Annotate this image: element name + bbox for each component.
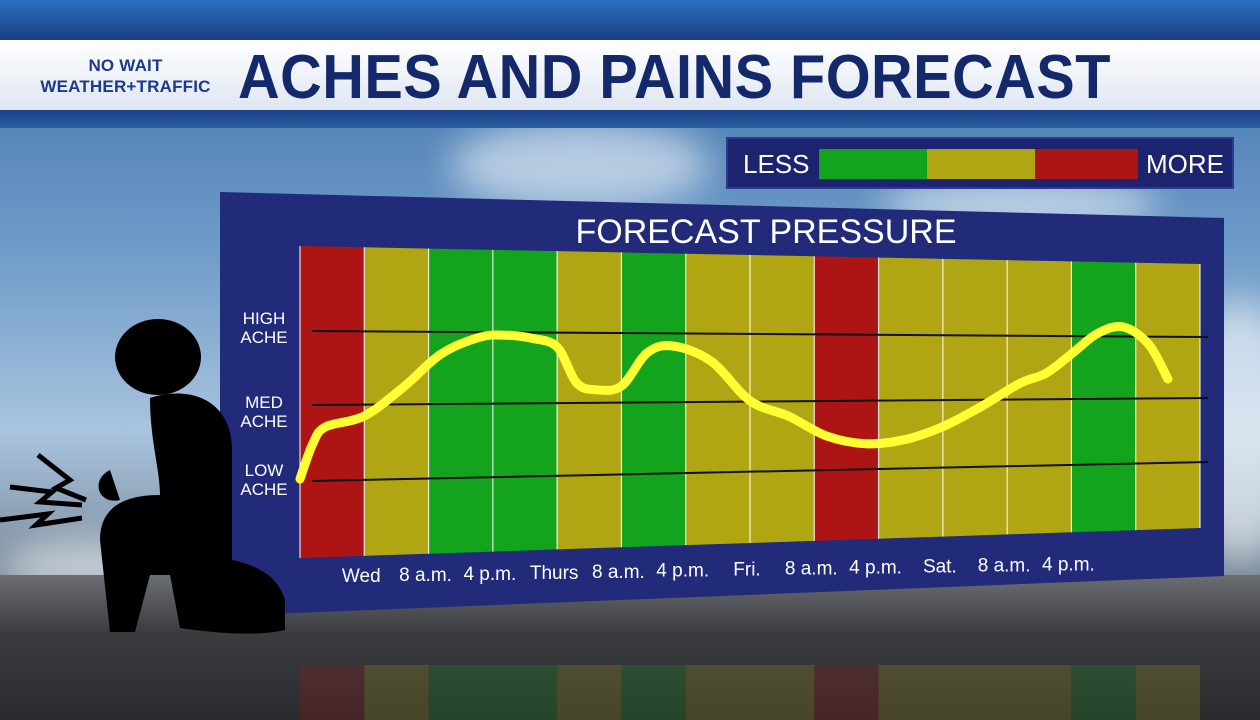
band-reflection (814, 665, 879, 720)
x-tick-label: 8 a.m. (592, 562, 645, 583)
title-bar (0, 40, 1260, 110)
band-reflection (685, 665, 750, 720)
pressure-band (492, 249, 558, 552)
y-axis-label: ACHE (240, 328, 287, 347)
color-legend: LESS MORE (726, 137, 1234, 189)
band-reflection (492, 665, 558, 720)
top-band (0, 0, 1260, 40)
x-tick-label: 4 p.m. (849, 558, 902, 579)
x-tick-label: 4 p.m. (463, 564, 516, 585)
station-logo: NO WAIT WEATHER+TRAFFIC (18, 55, 233, 97)
legend-more-label: MORE (1146, 149, 1224, 179)
x-tick-label: Fri. (733, 560, 760, 581)
band-reflection (1135, 665, 1200, 720)
brand-line-1: NO WAIT (88, 56, 163, 75)
band-reflection (557, 665, 622, 720)
cloud (450, 120, 710, 210)
level-gridline (311, 330, 1209, 338)
legend-swatch-less (819, 149, 927, 179)
pressure-band (364, 247, 429, 556)
page-title: ACHES AND PAINS FORECAST (238, 43, 1111, 112)
pressure-series-line (295, 321, 1173, 484)
pressure-band (428, 248, 493, 554)
band-reflection (1071, 665, 1136, 720)
y-axis-label: ACHE (240, 412, 287, 431)
pressure-band (814, 256, 879, 541)
chart-title: FORECAST PRESSURE (575, 213, 956, 251)
pressure-band (878, 257, 943, 539)
x-tick-label: Thurs (530, 563, 579, 584)
pressure-band (1007, 260, 1072, 535)
legend-swatch-mid (927, 149, 1035, 179)
band-reflection (1007, 665, 1072, 720)
y-axis-label: ACHE (240, 480, 287, 499)
pressure-band (300, 246, 365, 558)
pressure-band (1071, 261, 1136, 533)
title-bar-underline (0, 110, 1260, 128)
legend-less-label: LESS (743, 149, 810, 179)
pressure-band (557, 251, 622, 550)
x-tick-label: 8 a.m. (399, 565, 452, 586)
band-reflection (300, 665, 365, 720)
band-reflection (750, 665, 815, 720)
band-reflection (364, 665, 429, 720)
legend-swatch-more (1035, 149, 1138, 179)
x-tick-label: Sat. (923, 557, 957, 578)
pressure-band (1135, 262, 1200, 531)
x-tick-label: Wed (342, 566, 381, 587)
band-reflection (621, 665, 686, 720)
y-axis-label: LOW (245, 461, 284, 480)
pressure-band (621, 252, 686, 548)
x-tick-label: 4 p.m. (656, 561, 709, 582)
level-gridline (311, 461, 1209, 482)
pressure-band (750, 255, 815, 543)
band-reflection (878, 665, 943, 720)
pressure-band (685, 253, 750, 546)
band-reflection (942, 665, 1008, 720)
brand-line-2: WEATHER+TRAFFIC (40, 77, 211, 96)
x-tick-label: 8 a.m. (785, 559, 838, 580)
x-tick-label: 8 a.m. (978, 555, 1031, 576)
y-axis-label: MED (245, 393, 283, 412)
x-tick-label: 4 p.m. (1042, 554, 1095, 575)
y-axis-label: HIGH (243, 309, 286, 328)
band-reflection (428, 665, 493, 720)
